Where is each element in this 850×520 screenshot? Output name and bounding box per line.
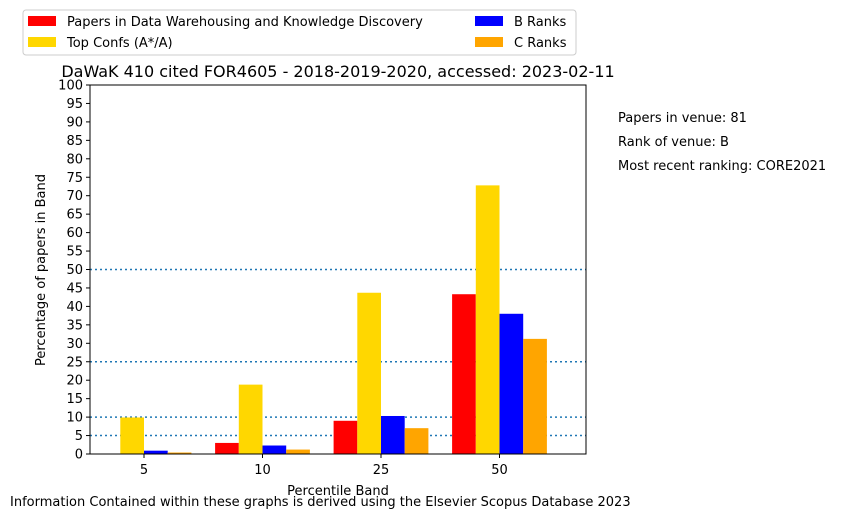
y-tick-label: 35 xyxy=(66,318,83,333)
y-tick-label: 80 xyxy=(66,152,83,167)
bar xyxy=(404,428,429,454)
legend-swatch xyxy=(475,37,503,47)
y-axis: 0 5 10 15 20 25 30 35 40 45 50 55 60 65 70 75 80 85 90 95 10… xyxy=(58,79,90,463)
x-axis-label: Percentile Band xyxy=(287,484,389,499)
y-tick-label: 10 xyxy=(66,411,83,426)
bar xyxy=(381,415,405,454)
legend-swatch xyxy=(475,16,503,26)
y-tick-label: 45 xyxy=(66,281,83,296)
legend-frame xyxy=(22,9,577,56)
legend-label: Papers in Data Warehousing and Knowledge… xyxy=(67,15,423,30)
legend-label: Top Confs (A*/A) xyxy=(66,36,173,51)
y-tick-label: 90 xyxy=(66,115,83,130)
y-tick-label: 70 xyxy=(66,189,83,204)
y-tick-label: 75 xyxy=(66,171,83,186)
y-tick-label: 5 xyxy=(75,429,83,444)
y-tick-label: 25 xyxy=(66,355,83,370)
x-tick-label: 50 xyxy=(491,463,508,478)
chart-title: DaWaK 410 cited FOR4605 - 2018-2019-2020… xyxy=(61,62,614,81)
y-tick-label: 65 xyxy=(66,208,83,223)
x-axis: 5 10 25 50 xyxy=(140,454,508,478)
bar xyxy=(333,420,358,454)
bar xyxy=(262,445,287,454)
y-tick-label: 30 xyxy=(66,337,83,352)
y-tick-label: 50 xyxy=(66,263,83,278)
rank-of-venue: Rank of venue: B xyxy=(618,135,729,150)
bar xyxy=(120,417,144,454)
bar xyxy=(286,449,310,454)
y-axis-label: Percentage of papers in Band xyxy=(34,174,49,366)
y-tick-label: 20 xyxy=(66,374,83,389)
bar xyxy=(475,185,500,455)
bar xyxy=(357,292,381,454)
legend-label: C Ranks xyxy=(514,36,567,51)
y-tick-label: 40 xyxy=(66,300,83,315)
bar xyxy=(144,450,168,454)
x-tick-label: 5 xyxy=(140,463,148,478)
bar xyxy=(238,384,263,454)
bars xyxy=(120,185,547,455)
bar xyxy=(452,294,476,454)
y-tick-label: 0 xyxy=(75,448,83,463)
bar xyxy=(499,313,524,454)
bar xyxy=(167,452,192,454)
footer-note: Information Contained within these graph… xyxy=(10,495,631,510)
y-tick-label: 55 xyxy=(66,245,83,260)
y-tick-label: 100 xyxy=(58,79,83,94)
bar xyxy=(215,442,239,454)
papers-in-venue: Papers in venue: 81 xyxy=(618,111,747,126)
legend-swatch xyxy=(28,16,56,26)
y-tick-label: 95 xyxy=(66,97,83,112)
x-tick-label: 10 xyxy=(254,463,271,478)
legend-label: B Ranks xyxy=(514,15,567,30)
bar xyxy=(523,338,547,454)
y-tick-label: 60 xyxy=(66,226,83,241)
legend-swatch xyxy=(28,37,56,47)
x-tick-label: 25 xyxy=(373,463,390,478)
y-tick-label: 15 xyxy=(66,392,83,407)
legend: Papers in Data Warehousing and Knowledge… xyxy=(22,9,577,56)
y-tick-label: 85 xyxy=(66,134,83,149)
most-recent-ranking: Most recent ranking: CORE2021 xyxy=(618,159,827,174)
